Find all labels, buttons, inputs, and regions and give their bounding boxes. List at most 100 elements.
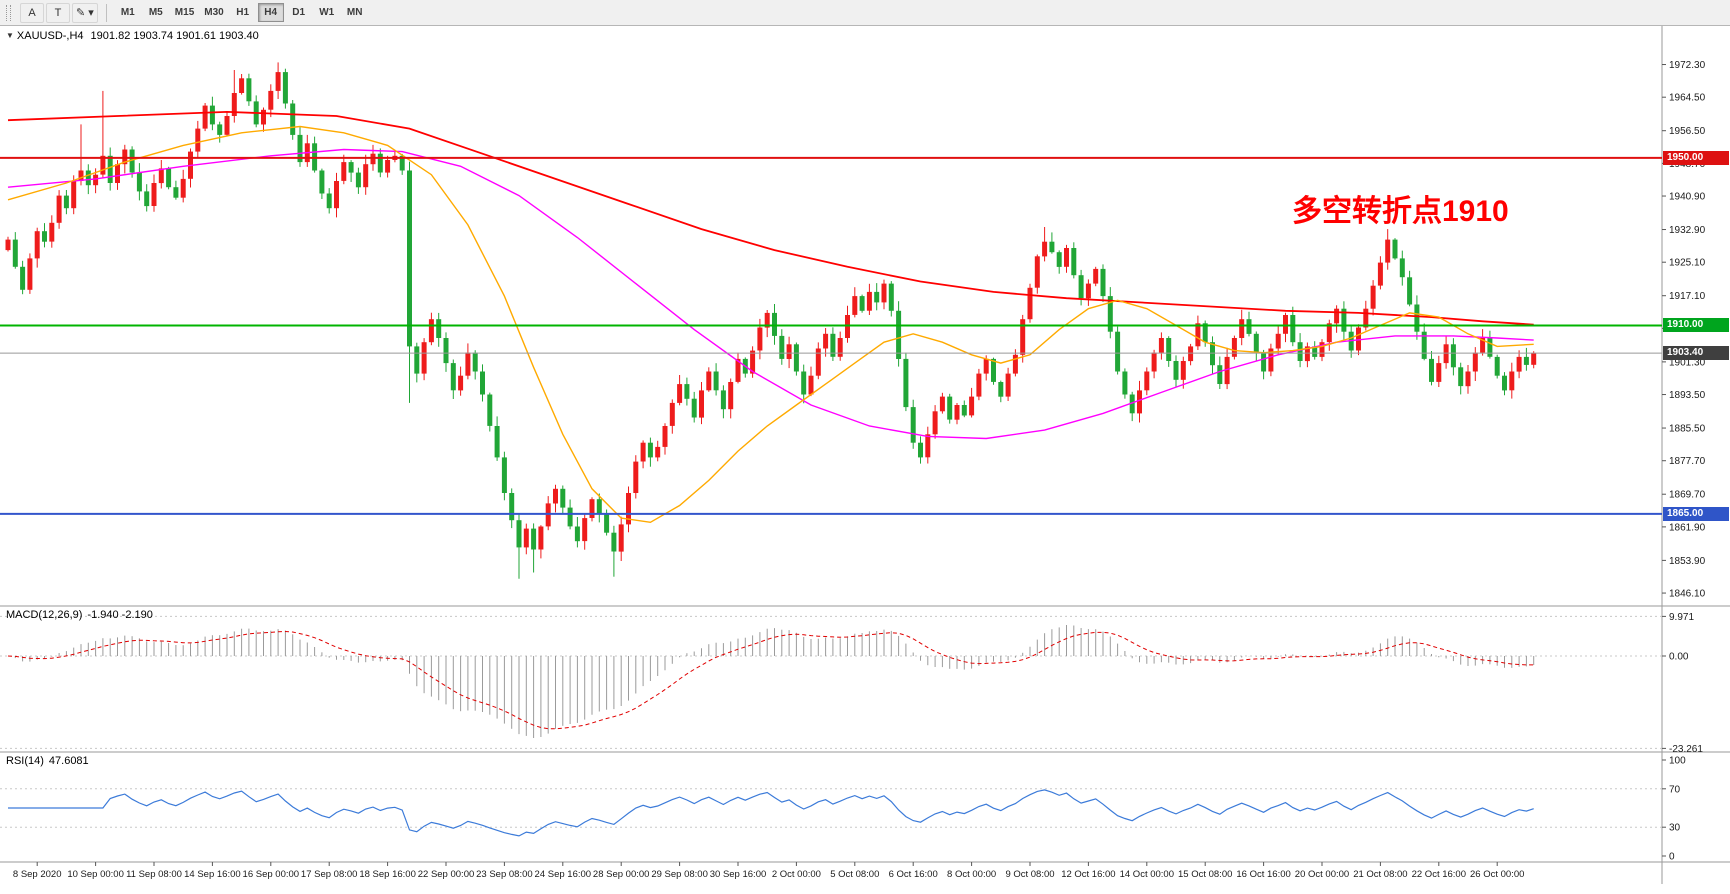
candle-bearish [63, 195, 69, 209]
candle-bullish [1137, 390, 1142, 414]
candle-bearish [779, 335, 785, 359]
candle-bearish [443, 338, 449, 364]
candle-bullish [1326, 323, 1332, 343]
time-axis-label: 20 Oct 00:00 [1295, 869, 1349, 880]
candle-bearish [1502, 375, 1507, 391]
candle-bullish [866, 291, 872, 311]
candle-bullish [1465, 371, 1471, 387]
candle-bearish [684, 384, 690, 399]
candle-bearish [516, 520, 522, 548]
candle-bullish [553, 488, 558, 504]
candle-bearish [399, 155, 405, 171]
candle-bullish [458, 375, 464, 391]
candle-bearish [173, 187, 179, 198]
rsi-tick-label: 0 [1669, 852, 1675, 863]
candle-bearish [1217, 365, 1223, 384]
time-axis-label: 6 Oct 16:00 [889, 869, 938, 880]
time-axis-label: 28 Sep 00:00 [593, 869, 650, 880]
candle-bullish [1531, 353, 1537, 365]
timeframe-mn-button[interactable]: MN [342, 3, 368, 22]
candle-bearish [1115, 331, 1121, 372]
candle-bullish [261, 109, 266, 125]
symbol-ohlc-line: ▼ XAUUSD-,H4 1901.82 1903.74 1901.61 1903.… [6, 30, 259, 42]
symbol-dropdown-icon[interactable]: ▼ [6, 31, 14, 40]
price-badge-1950.00[interactable]: 1950.00 [1663, 151, 1729, 165]
time-axis-label: 18 Sep 16:00 [359, 869, 416, 880]
candle-bearish [319, 170, 325, 194]
price-tick-label: 1964.50 [1669, 93, 1706, 104]
toolbar-grip[interactable] [6, 4, 11, 21]
price-badges: 1950.00 1910.00 1903.40 1865.00 [1663, 0, 1730, 894]
text-tool-button[interactable]: T [46, 2, 70, 23]
timeframe-m15-button[interactable]: M15 [171, 3, 198, 22]
candle-bearish [326, 193, 332, 209]
timeframe-h1-button[interactable]: H1 [230, 3, 256, 22]
candle-bearish [1078, 275, 1084, 299]
candle-bullish [728, 382, 734, 410]
candle-bearish [166, 168, 172, 188]
candle-bullish [618, 524, 624, 552]
candle-bearish [604, 513, 610, 533]
macd-indicator-name: MACD(12,26,9) [6, 609, 83, 621]
price-tick-label: 1932.90 [1669, 225, 1706, 236]
candle-bullish [158, 168, 164, 184]
candle-bearish [947, 396, 953, 420]
candle-bearish [1407, 277, 1413, 305]
candle-bearish [1392, 239, 1398, 259]
timeframe-h4-button[interactable]: H4 [257, 3, 284, 22]
candle-bullish [1516, 356, 1522, 372]
candle-bullish [662, 426, 668, 447]
candle-bearish [830, 333, 836, 357]
candle-bullish [932, 411, 938, 435]
candle-bearish [1049, 241, 1055, 253]
candle-bullish [1275, 333, 1281, 349]
candle-bearish [888, 283, 894, 311]
text-label-tool-button[interactable]: A [20, 2, 44, 23]
price-badge-1910.00[interactable]: 1910.00 [1663, 318, 1729, 332]
time-axis-label: 17 Sep 08:00 [301, 869, 358, 880]
price-tick-label: 1869.70 [1669, 490, 1706, 501]
timeframe-w1-button[interactable]: W1 [314, 3, 340, 22]
timeframe-d1-button[interactable]: D1 [286, 3, 312, 22]
candle-bullish [1064, 248, 1069, 267]
candle-bullish [1356, 327, 1361, 351]
candle-bullish [1005, 373, 1011, 397]
candle-bearish [1399, 258, 1405, 278]
candle-bearish [874, 291, 880, 303]
time-axis-label: 2 Oct 00:00 [772, 869, 821, 880]
candle-bullish [56, 195, 62, 223]
candle-bearish [793, 344, 799, 372]
time-axis-label: 5 Oct 08:00 [830, 869, 879, 880]
candle-bearish [1297, 342, 1303, 361]
price-tick-label: 1885.50 [1669, 424, 1706, 435]
candle-bullish [815, 348, 821, 376]
candle-bullish [677, 384, 683, 403]
candle-bullish [538, 526, 544, 550]
price-badge-1865.00[interactable]: 1865.00 [1663, 507, 1729, 521]
timeframe-m1-button[interactable]: M1 [115, 3, 141, 22]
candle-bullish [582, 518, 588, 542]
time-axis-label: 9 Oct 08:00 [1005, 869, 1054, 880]
candle-bearish [1107, 296, 1113, 332]
candle-bearish [377, 153, 383, 173]
time-axis-label: 15 Oct 08:00 [1178, 869, 1232, 880]
candle-bearish [1056, 252, 1062, 267]
time-axis-label: 29 Sep 08:00 [651, 869, 708, 880]
candle-bullish [239, 78, 245, 93]
candle-bullish [1180, 361, 1186, 380]
rsi-line [8, 789, 1534, 837]
candle-bearish [407, 170, 412, 347]
rsi-tick-label: 70 [1669, 784, 1681, 795]
candle-bullish [100, 155, 106, 175]
candle-bullish [78, 170, 84, 181]
timeframe-m5-button[interactable]: M5 [143, 3, 169, 22]
candle-bearish [42, 231, 47, 242]
shapes-tool-button[interactable]: ✎ ▾ [72, 2, 98, 23]
timeframe-m30-button[interactable]: M30 [200, 3, 227, 22]
chart-text-annotation[interactable]: 多空转折点1910 [1292, 195, 1509, 228]
candle-bullish [71, 181, 77, 209]
candle-bullish [735, 358, 741, 382]
candle-bullish [1231, 338, 1237, 357]
candle-bearish [531, 528, 537, 550]
